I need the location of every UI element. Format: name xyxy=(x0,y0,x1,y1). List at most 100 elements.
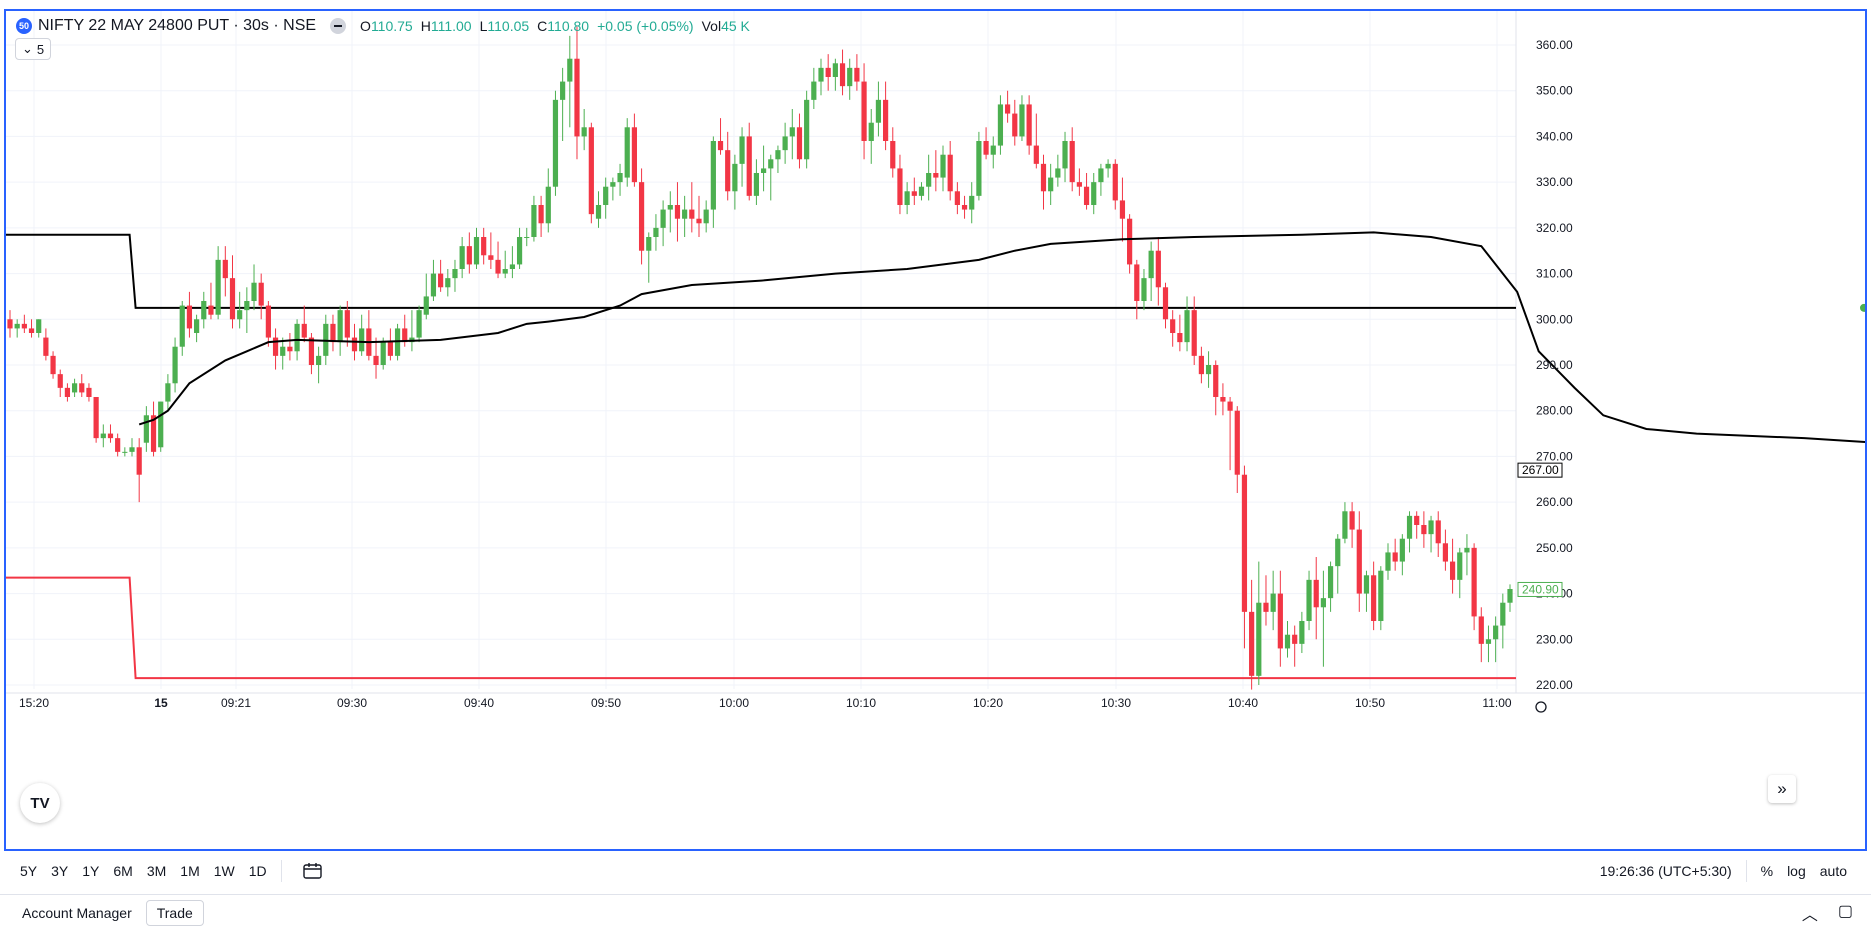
candle-body[interactable] xyxy=(1335,538,1341,567)
candle-body[interactable] xyxy=(782,136,788,151)
candle-body[interactable] xyxy=(1220,397,1226,402)
alert-marker-icon[interactable] xyxy=(1860,303,1865,312)
candle-body[interactable] xyxy=(588,127,594,215)
candle-body[interactable] xyxy=(574,58,580,137)
candle-body[interactable] xyxy=(825,67,831,77)
candle-body[interactable] xyxy=(660,209,666,228)
candle-body[interactable] xyxy=(631,127,638,183)
candle-body[interactable] xyxy=(753,173,760,196)
candle-body[interactable] xyxy=(997,104,1004,146)
maximize-icon[interactable]: ▢ xyxy=(1837,903,1853,920)
candle-body[interactable] xyxy=(237,310,243,320)
clock[interactable]: 19:26:36 (UTC+5:30) xyxy=(1599,863,1732,879)
candle-body[interactable] xyxy=(201,301,207,320)
candle-body[interactable] xyxy=(682,209,688,219)
candle-body[interactable] xyxy=(1292,634,1298,644)
candle-body[interactable] xyxy=(1112,163,1118,201)
candle-body[interactable] xyxy=(1363,575,1370,594)
candle-body[interactable] xyxy=(1234,410,1240,475)
chevron-up-icon[interactable]: ︿ xyxy=(1801,907,1818,924)
candle-body[interactable] xyxy=(186,305,193,329)
candle-body[interactable] xyxy=(473,237,480,265)
candle-body[interactable] xyxy=(294,323,300,352)
candle-body[interactable] xyxy=(1105,163,1111,169)
candle-body[interactable] xyxy=(265,305,271,338)
candle-body[interactable] xyxy=(1270,593,1276,612)
candle-body[interactable] xyxy=(1098,168,1104,183)
candle-body[interactable] xyxy=(1191,310,1197,356)
candle-body[interactable] xyxy=(122,451,128,453)
candle-body[interactable] xyxy=(172,346,178,384)
candle-body[interactable] xyxy=(947,154,953,192)
candle-body[interactable] xyxy=(703,209,709,224)
candle-body[interactable] xyxy=(14,323,20,329)
candle-body[interactable] xyxy=(100,433,106,439)
candle-body[interactable] xyxy=(1428,520,1434,535)
indicators-toggle-button[interactable]: ⌄ 5 xyxy=(15,38,52,60)
range-button-1w[interactable]: 1W xyxy=(213,863,235,879)
settings-gear-icon[interactable] xyxy=(1535,701,1547,713)
candle-body[interactable] xyxy=(1227,401,1233,411)
candle-body[interactable] xyxy=(717,141,724,151)
candle-body[interactable] xyxy=(36,319,42,333)
candle-body[interactable] xyxy=(1062,141,1068,169)
candle-body[interactable] xyxy=(1378,570,1384,621)
candle-body[interactable] xyxy=(897,168,903,205)
candle-body[interactable] xyxy=(194,319,200,333)
candle-body[interactable] xyxy=(818,67,824,82)
candle-body[interactable] xyxy=(595,205,602,219)
candle-body[interactable] xyxy=(488,255,494,260)
candle-body[interactable] xyxy=(796,127,803,160)
candle-body[interactable] xyxy=(739,136,745,164)
range-button-6m[interactable]: 6M xyxy=(113,863,133,879)
candle-body[interactable] xyxy=(150,415,157,452)
candle-body[interactable] xyxy=(940,154,946,178)
candle-body[interactable] xyxy=(1083,186,1090,205)
candle-body[interactable] xyxy=(416,310,422,338)
candle-body[interactable] xyxy=(1306,579,1312,621)
candle-body[interactable] xyxy=(1263,602,1269,612)
candle-body[interactable] xyxy=(990,145,996,155)
candlestick-chart[interactable]: 360.00 350.00 340.00 330.00 320.00 310.00 300.… xyxy=(6,11,1865,849)
candle-body[interactable] xyxy=(581,127,587,137)
candle-body[interactable] xyxy=(1342,511,1348,539)
candle-body[interactable] xyxy=(1069,141,1075,183)
candle-body[interactable] xyxy=(1421,525,1427,535)
candle-body[interactable] xyxy=(1091,182,1097,205)
candle-body[interactable] xyxy=(502,269,508,274)
candle-body[interactable] xyxy=(725,150,731,192)
candle-body[interactable] xyxy=(21,323,27,329)
candle-body[interactable] xyxy=(545,186,551,224)
candle-body[interactable] xyxy=(1485,639,1492,644)
candle-body[interactable] xyxy=(1184,310,1190,343)
candle-body[interactable] xyxy=(438,273,444,288)
candle-body[interactable] xyxy=(1471,547,1477,617)
candle-body[interactable] xyxy=(839,63,846,87)
candle-body[interactable] xyxy=(179,305,185,347)
candle-body[interactable] xyxy=(847,67,853,87)
candle-body[interactable] xyxy=(143,415,149,443)
candle-body[interactable] xyxy=(1493,625,1499,640)
candle-body[interactable] xyxy=(531,205,537,237)
candle-body[interactable] xyxy=(280,346,286,356)
symbol-title[interactable]: NIFTY 22 MAY 24800 PUT · 30s · NSE xyxy=(38,17,317,34)
candle-body[interactable] xyxy=(28,328,35,333)
candle-body[interactable] xyxy=(1213,365,1219,397)
candle-body[interactable] xyxy=(380,342,386,365)
candle-body[interactable] xyxy=(459,246,465,269)
candle-body[interactable] xyxy=(1313,579,1319,608)
candle-body[interactable] xyxy=(1500,602,1506,626)
candle-body[interactable] xyxy=(1005,104,1011,114)
candle-body[interactable] xyxy=(86,387,92,397)
candle-body[interactable] xyxy=(1019,104,1025,137)
range-button-1d[interactable]: 1D xyxy=(248,863,267,879)
candle-body[interactable] xyxy=(43,337,49,356)
candle-body[interactable] xyxy=(344,310,350,338)
candle-body[interactable] xyxy=(423,296,429,315)
candle-body[interactable] xyxy=(1464,547,1470,553)
candle-body[interactable] xyxy=(524,237,530,238)
candle-body[interactable] xyxy=(1177,333,1183,343)
candle-body[interactable] xyxy=(603,186,609,205)
percent-toggle[interactable]: % xyxy=(1760,863,1774,879)
candle-body[interactable] xyxy=(272,337,279,356)
